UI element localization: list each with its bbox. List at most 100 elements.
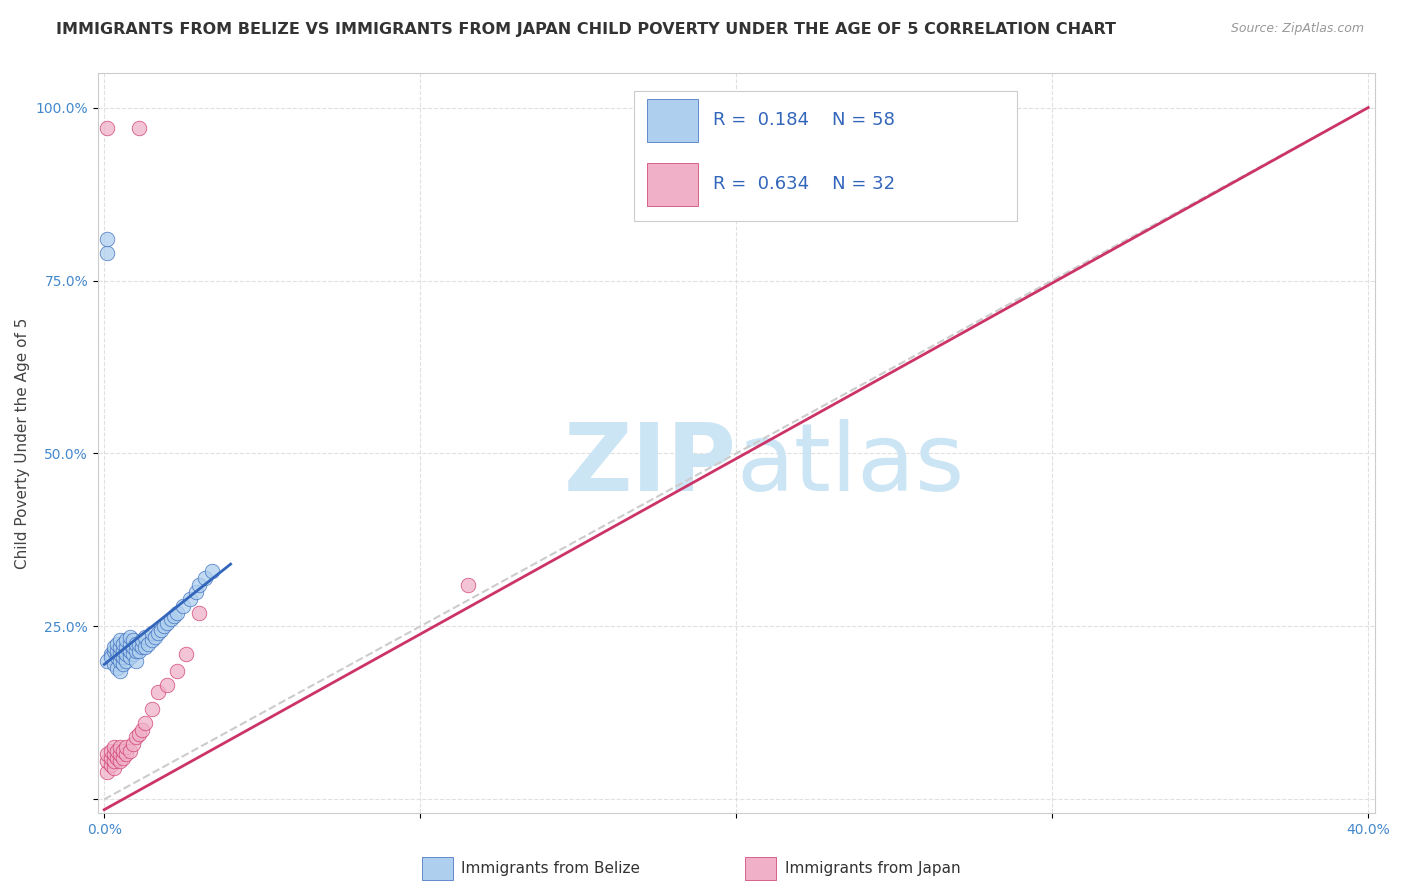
Point xyxy=(112,744,135,758)
Point xyxy=(184,584,207,599)
Point xyxy=(131,723,153,738)
Point xyxy=(121,647,143,661)
Point xyxy=(105,751,128,765)
Point xyxy=(96,747,118,762)
Point xyxy=(105,744,128,758)
Point xyxy=(156,678,179,692)
Point xyxy=(112,637,135,651)
FancyBboxPatch shape xyxy=(647,163,697,206)
Point xyxy=(131,640,153,654)
Point xyxy=(118,643,141,657)
Point xyxy=(105,661,128,675)
Point xyxy=(112,751,135,765)
Text: R =  0.184    N = 58: R = 0.184 N = 58 xyxy=(713,111,896,128)
Point xyxy=(128,726,150,740)
Point xyxy=(112,657,135,672)
Point xyxy=(105,650,128,665)
Point xyxy=(100,751,122,765)
FancyBboxPatch shape xyxy=(634,92,1017,221)
Text: Immigrants from Belize: Immigrants from Belize xyxy=(461,862,640,876)
Point xyxy=(112,643,135,657)
Point xyxy=(166,665,188,679)
Text: Source: ZipAtlas.com: Source: ZipAtlas.com xyxy=(1230,22,1364,36)
Point xyxy=(108,665,131,679)
Point xyxy=(146,685,169,699)
Point xyxy=(125,654,148,668)
Point xyxy=(128,121,150,136)
Point xyxy=(121,633,143,648)
Point xyxy=(103,643,125,657)
Point xyxy=(141,702,163,716)
Point xyxy=(115,740,138,755)
Point xyxy=(103,754,125,768)
Point xyxy=(150,623,173,637)
Point xyxy=(103,761,125,775)
Point xyxy=(118,637,141,651)
Point xyxy=(179,591,201,606)
Point xyxy=(159,612,181,626)
Point xyxy=(141,633,163,648)
Point xyxy=(163,609,186,624)
Text: ZIP: ZIP xyxy=(564,419,737,511)
Point xyxy=(125,643,148,657)
Text: R =  0.634    N = 32: R = 0.634 N = 32 xyxy=(713,175,896,193)
Point xyxy=(201,564,224,578)
Point xyxy=(96,245,118,260)
Point xyxy=(103,740,125,755)
Y-axis label: Child Poverty Under the Age of 5: Child Poverty Under the Age of 5 xyxy=(15,318,30,569)
FancyBboxPatch shape xyxy=(647,99,697,142)
Point xyxy=(134,640,156,654)
Point xyxy=(134,630,156,644)
Point xyxy=(115,654,138,668)
Point xyxy=(188,606,211,620)
Point xyxy=(108,647,131,661)
Point xyxy=(112,650,135,665)
Point xyxy=(121,737,143,751)
Point xyxy=(105,643,128,657)
Point xyxy=(172,599,194,613)
Point xyxy=(121,640,143,654)
Point xyxy=(96,764,118,779)
Point xyxy=(125,730,148,744)
Text: Immigrants from Japan: Immigrants from Japan xyxy=(785,862,960,876)
Point xyxy=(141,626,163,640)
Point xyxy=(134,716,156,731)
Point xyxy=(138,637,160,651)
Point xyxy=(128,637,150,651)
Point xyxy=(103,747,125,762)
Point xyxy=(96,754,118,768)
Point xyxy=(108,747,131,762)
Point xyxy=(96,121,118,136)
Point xyxy=(176,647,198,661)
Text: atlas: atlas xyxy=(737,419,965,511)
Point xyxy=(118,630,141,644)
Point xyxy=(457,578,479,592)
Point xyxy=(108,633,131,648)
Point xyxy=(115,747,138,762)
Point xyxy=(103,640,125,654)
Point xyxy=(125,637,148,651)
Point xyxy=(96,232,118,246)
Point xyxy=(166,606,188,620)
Point xyxy=(131,633,153,648)
Point xyxy=(100,757,122,772)
Point xyxy=(128,643,150,657)
Point xyxy=(146,626,169,640)
Point xyxy=(156,615,179,630)
Point xyxy=(118,744,141,758)
Point xyxy=(143,630,166,644)
Text: IMMIGRANTS FROM BELIZE VS IMMIGRANTS FROM JAPAN CHILD POVERTY UNDER THE AGE OF 5: IMMIGRANTS FROM BELIZE VS IMMIGRANTS FRO… xyxy=(56,22,1116,37)
Point xyxy=(100,744,122,758)
Point xyxy=(194,571,217,585)
Point xyxy=(105,637,128,651)
Point xyxy=(118,650,141,665)
Point xyxy=(153,619,176,633)
Point xyxy=(108,640,131,654)
Point xyxy=(100,650,122,665)
Point xyxy=(103,657,125,672)
Point xyxy=(108,654,131,668)
Point xyxy=(115,647,138,661)
Point xyxy=(108,740,131,755)
Point xyxy=(115,633,138,648)
Point xyxy=(96,654,118,668)
